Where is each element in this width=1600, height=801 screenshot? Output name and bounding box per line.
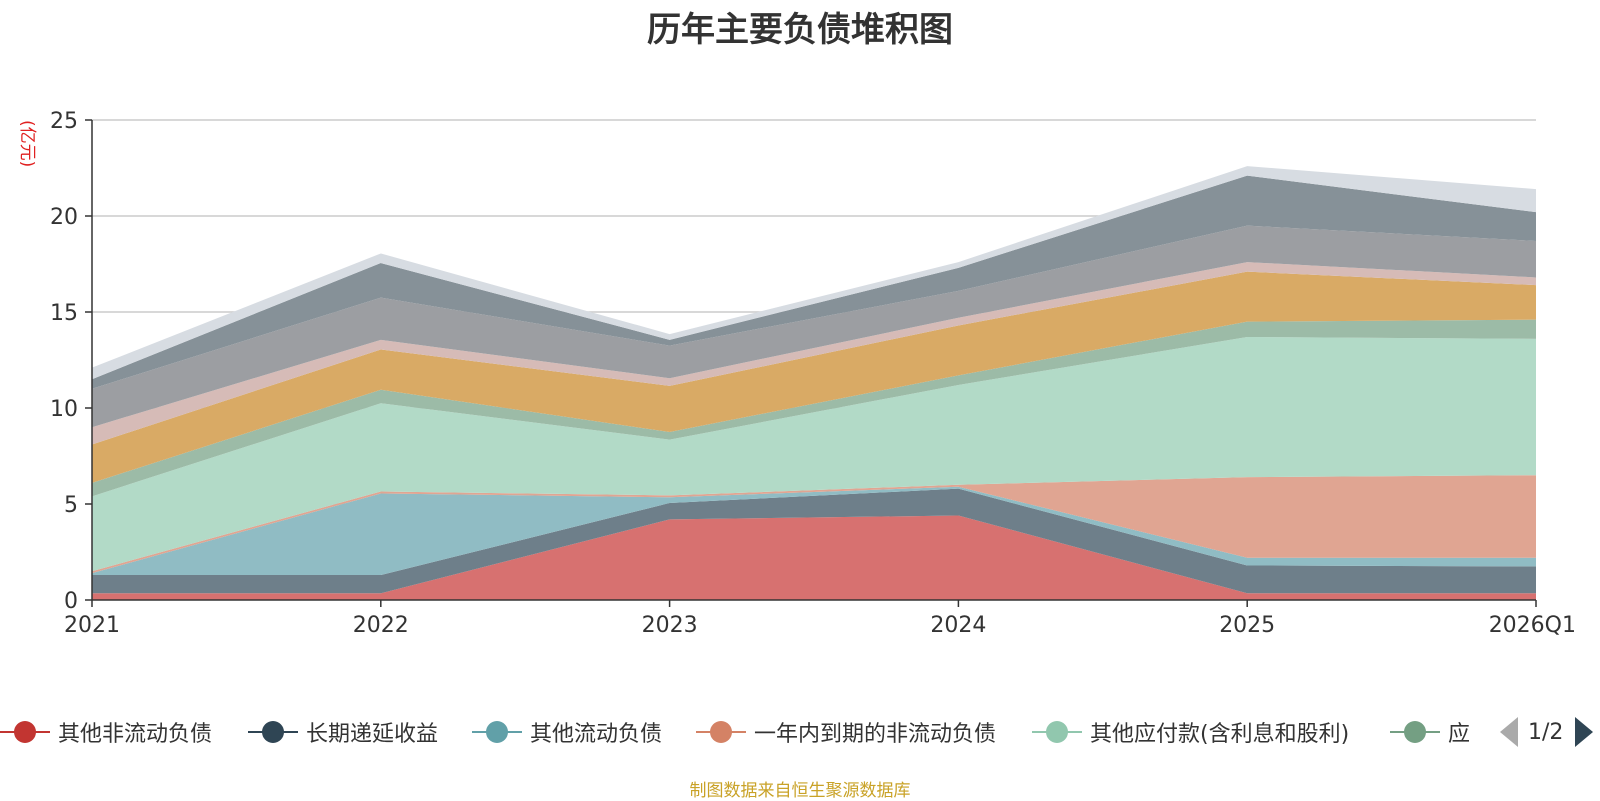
legend-marker-icon xyxy=(696,720,746,744)
x-tick-label: 2023 xyxy=(642,613,698,638)
legend-item-5[interactable]: 应 xyxy=(1390,712,1470,752)
x-tick-label: 2026Q1 xyxy=(1489,613,1576,638)
area-series-3[interactable] xyxy=(92,475,1536,574)
legend-next-page-icon[interactable] xyxy=(1575,717,1594,747)
legend-item-3[interactable]: 一年内到期的非流动负债 xyxy=(696,712,996,752)
y-tick-label: 20 xyxy=(50,205,78,230)
legend-item-1[interactable]: 长期递延收益 xyxy=(248,712,438,752)
legend-label: 其他应付款(含利息和股利) xyxy=(1090,722,1350,747)
area-series-2[interactable] xyxy=(92,486,1536,576)
legend-marker-icon xyxy=(248,720,298,744)
legend-item-2[interactable]: 其他流动负债 xyxy=(472,712,662,752)
y-tick-label: 25 xyxy=(50,109,78,134)
area-series-0[interactable] xyxy=(92,515,1536,600)
area-series-layer xyxy=(92,166,1536,600)
x-tick-label: 2021 xyxy=(64,613,120,638)
legend-pager: 1/2 xyxy=(1500,714,1594,750)
area-series-4[interactable] xyxy=(92,336,1536,572)
y-tick-label: 15 xyxy=(50,301,78,326)
legend-marker-icon xyxy=(1390,720,1440,744)
legend-prev-page-icon[interactable] xyxy=(1500,717,1518,747)
area-series-9[interactable] xyxy=(92,175,1536,389)
legend-page-indicator: 1/2 xyxy=(1528,719,1564,745)
area-series-8[interactable] xyxy=(92,225,1536,428)
area-series-7[interactable] xyxy=(92,262,1536,445)
y-tick-label: 0 xyxy=(64,589,78,614)
area-series-6[interactable] xyxy=(92,271,1536,483)
legend-label: 一年内到期的非流动负债 xyxy=(754,722,997,747)
y-tick-label: 5 xyxy=(64,493,78,518)
chart-title: 历年主要负债堆积图 xyxy=(647,10,953,50)
area-series-10[interactable] xyxy=(92,166,1536,380)
x-tick-label: 2024 xyxy=(930,613,986,638)
legend-marker-icon xyxy=(472,720,522,744)
data-source-note: 制图数据来自恒生聚源数据库 xyxy=(689,781,911,801)
legend-item-4[interactable]: 其他应付款(含利息和股利) xyxy=(1032,712,1349,752)
legend-label: 应 xyxy=(1448,722,1470,747)
legend-item-0[interactable]: 其他非流动负债 xyxy=(0,712,212,752)
legend-marker-icon xyxy=(0,720,50,744)
legend: 其他非流动负债 长期递延收益 其他流动负债 一年内到期的非流动负债 其他应付款(含利息和… xyxy=(0,712,1470,752)
legend-label: 其他流动负债 xyxy=(530,722,663,747)
area-series-5[interactable] xyxy=(92,319,1536,497)
x-tick-label: 2022 xyxy=(353,613,409,638)
area-series-1[interactable] xyxy=(92,488,1536,594)
x-tick-label: 2025 xyxy=(1219,613,1275,638)
legend-label: 其他非流动负债 xyxy=(58,722,213,747)
legend-label: 长期递延收益 xyxy=(306,722,439,747)
legend-marker-icon xyxy=(1032,720,1082,744)
y-axis-unit-label: (亿元) xyxy=(17,120,37,168)
y-tick-label: 10 xyxy=(50,397,78,422)
